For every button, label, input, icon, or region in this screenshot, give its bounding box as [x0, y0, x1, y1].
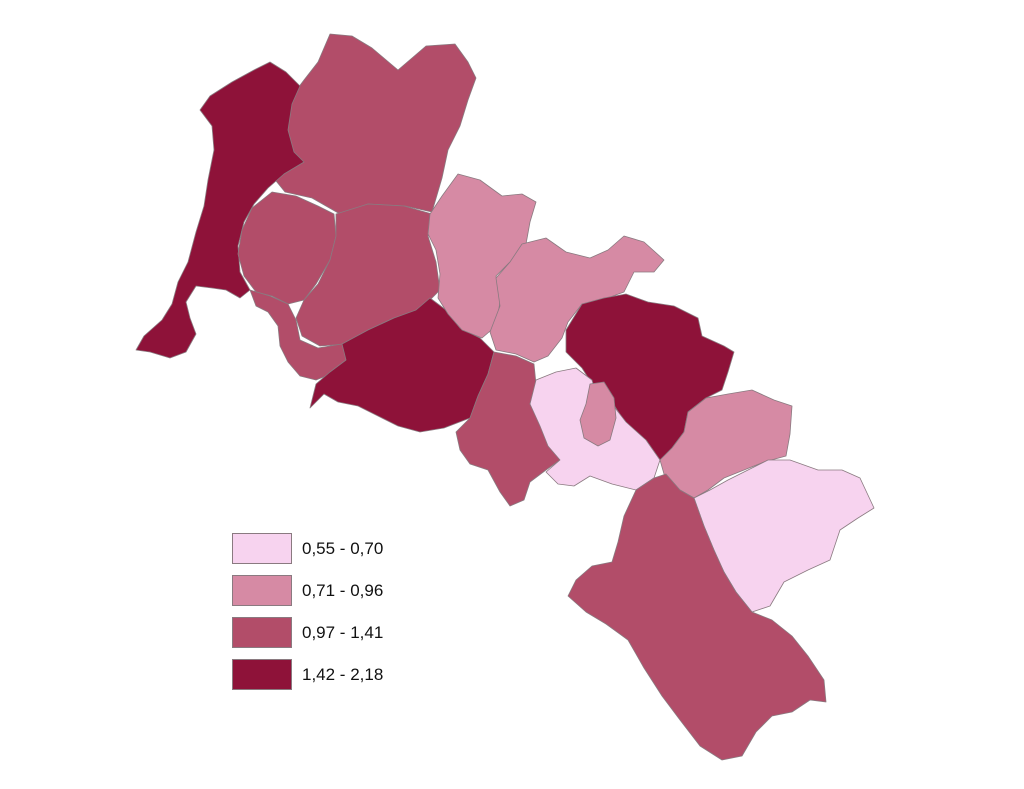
map-legend: 0,55 - 0,70 0,71 - 0,96 0,97 - 1,41 1,42… — [232, 532, 383, 700]
legend-swatch — [232, 617, 292, 648]
legend-label: 0,55 - 0,70 — [302, 538, 384, 558]
legend-swatch — [232, 533, 292, 564]
region-west-coast — [135, 61, 305, 359]
legend-item: 0,97 - 1,41 — [232, 616, 383, 649]
region-central-west — [237, 191, 337, 305]
region-south-east — [567, 473, 827, 761]
legend-swatch — [232, 575, 292, 606]
region-east — [659, 389, 793, 499]
legend-label: 0,71 - 0,96 — [302, 580, 384, 600]
legend-label: 0,97 - 1,41 — [302, 622, 384, 642]
legend-item: 1,42 - 2,18 — [232, 658, 383, 691]
legend-swatch — [232, 659, 292, 690]
region-north-central — [271, 33, 477, 215]
legend-item: 0,71 - 0,96 — [232, 574, 383, 607]
region-south-central — [309, 297, 495, 433]
legend-item: 0,55 - 0,70 — [232, 532, 383, 565]
legend-label: 1,42 - 2,18 — [302, 664, 384, 684]
region-center-inner — [579, 381, 617, 447]
